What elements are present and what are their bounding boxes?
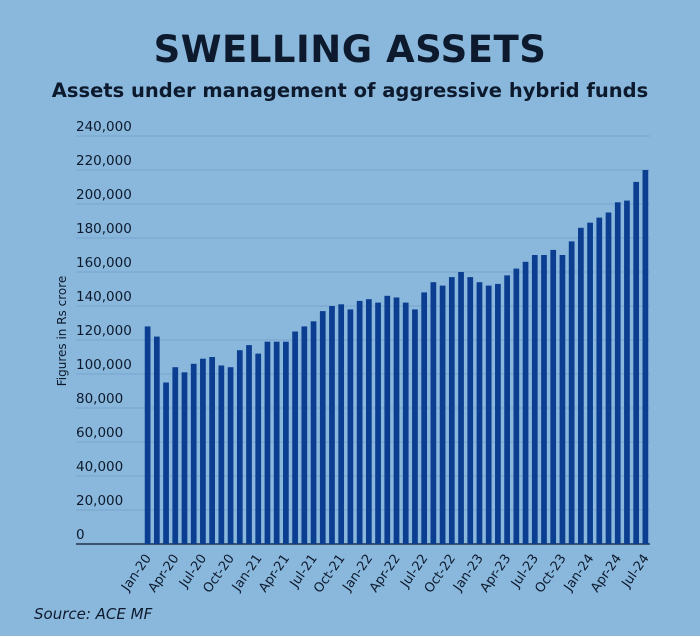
bar-jan-20: [144, 326, 151, 544]
bar-aug-22: [430, 282, 437, 544]
bar-nov-23: [568, 241, 575, 544]
bar-mar-20: [163, 382, 169, 544]
bar-oct-23: [559, 255, 566, 544]
bar-feb-22: [375, 302, 381, 544]
y-tick-label: 80,000: [76, 391, 123, 407]
y-tick-label: 220,000: [76, 153, 132, 169]
bar-feb-24: [596, 217, 603, 544]
source-note: Source: ACE MF: [34, 605, 153, 623]
bar-sep-23: [550, 249, 557, 544]
bar-jun-20: [190, 363, 197, 544]
bar-apr-20: [172, 367, 179, 544]
bar-sep-21: [329, 306, 335, 544]
bar-may-23: [513, 268, 520, 544]
bar-jun-24: [633, 181, 640, 544]
y-tick-label: 160,000: [76, 255, 132, 271]
bar-aug-21: [319, 311, 326, 544]
bar-oct-20: [227, 367, 234, 544]
bar-may-20: [181, 372, 188, 544]
bar-may-21: [292, 331, 298, 544]
bar-jun-23: [522, 261, 529, 544]
bar-jan-21: [255, 353, 262, 544]
y-tick-label: 180,000: [76, 221, 132, 237]
bar-dec-21: [356, 300, 363, 544]
bar-jan-22: [365, 299, 372, 544]
bar-apr-24: [614, 202, 621, 545]
y-tick-label: 20,000: [76, 493, 123, 509]
bar-jul-21: [310, 321, 317, 544]
bar-dec-23: [578, 227, 584, 545]
bar-jun-22: [412, 309, 418, 544]
y-axis-label: Figures in Rs crore: [55, 276, 69, 387]
bar-apr-22: [393, 297, 400, 544]
bar-mar-22: [384, 295, 391, 544]
y-tick-label: 120,000: [76, 323, 132, 339]
bar-may-24: [624, 200, 630, 544]
y-tick-label: 200,000: [76, 187, 132, 203]
bar-nov-20: [236, 350, 243, 544]
bar-apr-21: [283, 341, 289, 544]
bar-aug-23: [541, 255, 547, 544]
bar-feb-23: [485, 285, 492, 544]
bar-jun-21: [301, 326, 308, 544]
bar-nov-21: [347, 309, 354, 544]
bar-jan-24: [587, 222, 593, 544]
bar-mar-21: [273, 341, 280, 544]
y-tick-label: 140,000: [76, 289, 132, 305]
x-tick-label: Jul-24: [619, 552, 653, 592]
bar-oct-22: [448, 277, 455, 544]
bar-jan-23: [476, 282, 483, 544]
y-tick-label: 100,000: [76, 357, 132, 373]
y-tick-label: 240,000: [76, 119, 132, 135]
bar-oct-21: [338, 304, 345, 544]
bar-sep-22: [439, 285, 446, 544]
y-tick-label: 40,000: [76, 459, 123, 475]
y-tick-label: 60,000: [76, 425, 123, 441]
bar-jul-22: [421, 292, 428, 544]
bar-dec-20: [246, 345, 252, 544]
bar-feb-20: [153, 336, 160, 544]
bar-apr-23: [504, 275, 510, 544]
chart-subtitle: Assets under management of aggressive hy…: [51, 79, 649, 102]
bar-mar-23: [495, 283, 501, 544]
bar-feb-21: [264, 341, 271, 544]
bar-dec-22: [467, 277, 474, 544]
y-tick-label: 0: [76, 527, 85, 543]
bar-may-22: [402, 302, 409, 544]
bar-mar-24: [605, 212, 612, 544]
bar-jul-24: [642, 170, 649, 544]
chart-title: SWELLING ASSETS: [153, 28, 547, 71]
bar-jul-20: [200, 358, 206, 544]
bar-nov-22: [458, 272, 464, 544]
bar-jul-23: [531, 255, 538, 544]
bar-sep-20: [218, 365, 225, 544]
bar-aug-20: [209, 357, 215, 544]
